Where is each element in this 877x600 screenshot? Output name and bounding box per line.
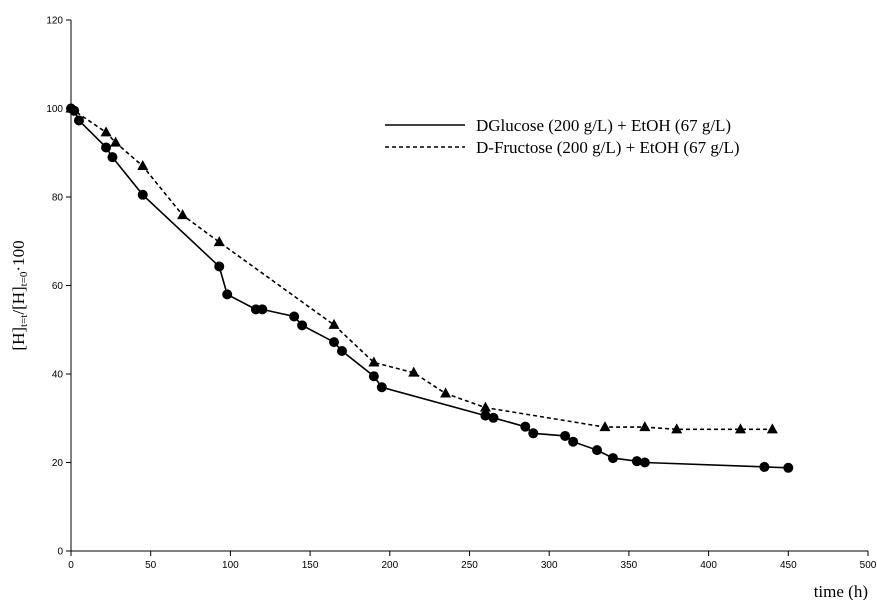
data-point bbox=[297, 320, 308, 331]
data-point bbox=[528, 428, 539, 439]
data-point bbox=[376, 382, 387, 393]
data-point bbox=[520, 421, 531, 432]
data-point bbox=[289, 311, 300, 322]
x-tick-label: 300 bbox=[541, 560, 558, 571]
data-point bbox=[100, 126, 112, 137]
x-axis-title: time (h) bbox=[814, 582, 868, 600]
legend-label: DGlucose (200 g/L) + EtOH (67 g/L) bbox=[476, 116, 731, 135]
data-point bbox=[137, 189, 148, 200]
data-point bbox=[107, 152, 118, 163]
data-point bbox=[759, 461, 770, 472]
data-point bbox=[440, 387, 452, 398]
data-point bbox=[480, 410, 491, 421]
data-point bbox=[671, 423, 683, 434]
y-tick-label: 60 bbox=[52, 281, 64, 292]
data-point bbox=[336, 345, 347, 356]
axes bbox=[70, 20, 868, 552]
y-tick-label: 80 bbox=[52, 193, 64, 204]
x-tick-label: 50 bbox=[145, 560, 157, 571]
series-2 bbox=[65, 102, 778, 434]
data-point bbox=[568, 436, 579, 447]
x-tick-label: 350 bbox=[621, 560, 638, 571]
x-tick-label: 150 bbox=[302, 560, 319, 571]
legend: DGlucose (200 g/L) + EtOH (67 g/L) D-Fruc… bbox=[385, 116, 740, 157]
series-1 bbox=[66, 103, 794, 473]
x-tick-label: 200 bbox=[381, 560, 398, 571]
legend-label: D-Fructose (200 g/L) + EtOH (67 g/L) bbox=[476, 138, 740, 157]
data-point bbox=[328, 318, 340, 329]
series-line bbox=[70, 107, 773, 431]
data-point bbox=[222, 289, 233, 300]
data-point bbox=[592, 445, 603, 456]
data-point bbox=[177, 209, 189, 220]
x-axis-ticks: 0 50 100 150 200 250 300 350 400 450 500 bbox=[68, 551, 877, 571]
x-tick-label: 100 bbox=[222, 560, 239, 571]
data-point bbox=[631, 456, 642, 467]
data-point bbox=[137, 160, 149, 171]
data-point bbox=[479, 401, 491, 412]
data-point bbox=[560, 430, 571, 441]
data-point bbox=[329, 337, 340, 348]
x-tick-label: 500 bbox=[860, 560, 877, 571]
y-tick-label: 40 bbox=[52, 370, 64, 381]
data-point bbox=[639, 421, 651, 432]
data-point bbox=[734, 423, 746, 434]
data-point bbox=[101, 142, 112, 153]
y-axis-title: [H]t=t/[H]t=0·100 bbox=[9, 240, 30, 350]
data-point bbox=[257, 304, 268, 315]
data-point bbox=[599, 421, 611, 432]
x-tick-label: 450 bbox=[780, 560, 797, 571]
y-tick-label: 20 bbox=[52, 458, 64, 469]
y-tick-label: 100 bbox=[46, 104, 63, 115]
data-point bbox=[766, 423, 778, 434]
data-point bbox=[639, 457, 650, 468]
data-point bbox=[408, 366, 420, 377]
series-layer bbox=[65, 102, 794, 473]
data-point bbox=[213, 236, 225, 247]
data-point bbox=[368, 356, 380, 367]
data-point bbox=[368, 371, 379, 382]
data-point bbox=[783, 462, 794, 473]
x-tick-label: 400 bbox=[700, 560, 717, 571]
series-line bbox=[70, 107, 789, 469]
y-tick-label: 0 bbox=[57, 547, 63, 558]
data-point bbox=[488, 412, 499, 423]
data-point bbox=[110, 136, 122, 147]
data-point bbox=[214, 261, 225, 272]
data-point bbox=[607, 453, 618, 464]
y-tick-label: 120 bbox=[46, 16, 63, 27]
x-tick-label: 250 bbox=[461, 560, 478, 571]
data-point bbox=[65, 102, 77, 113]
x-tick-label: 0 bbox=[68, 560, 74, 571]
y-axis-ticks: 0 20 40 60 80 100 120 bbox=[46, 16, 71, 558]
data-point bbox=[73, 115, 84, 126]
